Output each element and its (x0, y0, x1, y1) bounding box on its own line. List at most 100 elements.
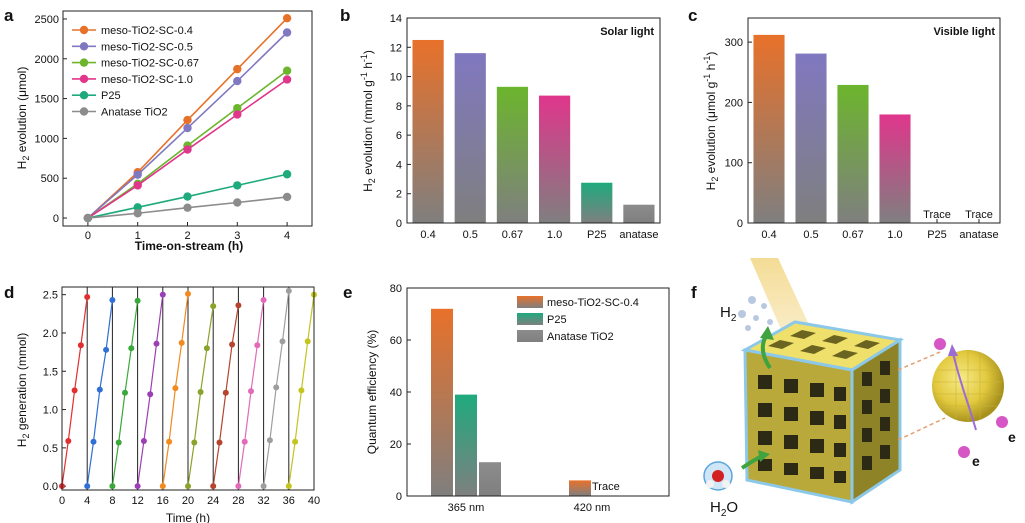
panel-label-e: e (343, 283, 352, 302)
electron-icon (996, 416, 1008, 428)
data-point (65, 437, 72, 444)
x-tick-label: 365 nm (448, 502, 485, 514)
bar (412, 39, 444, 223)
legend-marker (79, 25, 89, 35)
panel-e: e 0 20 40 60 80 365 nm 420 nm meso-TiO2-SC-0.4… (343, 283, 670, 514)
bar (479, 462, 501, 496)
panel-label-b: b (340, 6, 350, 25)
data-point (185, 290, 191, 297)
legend: meso-TiO2-SC-0.4 meso-TiO2-SC-0.5 meso-TiO… (72, 25, 199, 119)
legend-label: Anatase TiO2 (101, 107, 168, 119)
data-point (178, 339, 185, 346)
data-point (282, 66, 292, 75)
data-point (279, 338, 286, 345)
x-tick-label: 3 (234, 230, 240, 242)
data-point (241, 438, 248, 445)
bar (753, 34, 785, 223)
data-point (133, 170, 142, 179)
x-tick-label: 1.0 (887, 229, 902, 241)
data-point (260, 483, 267, 490)
data-point (140, 437, 147, 444)
data-point (282, 192, 292, 202)
legend-label: Anatase TiO2 (547, 331, 614, 343)
bar (538, 95, 571, 223)
h2o-label: H2O (710, 499, 738, 519)
y-tick-label: 2.5 (43, 290, 58, 302)
trace-label: Trace (592, 481, 620, 493)
panel-label-f: f (691, 283, 697, 302)
data-point (71, 387, 78, 394)
y-tick-label: 14 (390, 13, 402, 25)
data-point (96, 386, 103, 393)
bar (569, 480, 591, 496)
x-tick-label: anatase (619, 229, 658, 241)
cycle-line (86, 299, 113, 487)
x-tick-label: 36 (283, 495, 295, 507)
bar (795, 53, 827, 223)
legend-label: P25 (547, 314, 567, 326)
cube-pores (758, 361, 890, 483)
y-tick-label: 500 (41, 173, 59, 185)
data-point (172, 385, 179, 392)
legend-label: meso-TiO2-SC-1.0 (101, 74, 193, 86)
bar (581, 182, 613, 223)
panel-f-schematic: f (691, 258, 1016, 519)
data-point (90, 438, 97, 445)
electron-path (951, 349, 977, 431)
data-point (197, 388, 204, 395)
y-tick-label: 2.0 (43, 328, 58, 340)
x-tick-label: 16 (157, 495, 169, 507)
data-point (133, 181, 142, 190)
x-tick-label: 2 (184, 230, 190, 242)
data-point (216, 439, 223, 446)
x-tick-label: 0.4 (420, 229, 435, 241)
y-tick-label: 1.0 (43, 405, 58, 417)
legend-marker (79, 107, 89, 116)
data-point (133, 203, 142, 212)
data-point (298, 387, 305, 394)
legend-swatch (517, 296, 543, 308)
axes-frame (406, 17, 661, 224)
y-tick-label: 200 (725, 97, 743, 109)
data-point (233, 181, 242, 190)
y-tick-label: 0.5 (43, 443, 58, 455)
axes-frame (406, 287, 670, 497)
data-point (183, 203, 192, 212)
y-tick-label: 100 (725, 158, 743, 170)
arrowhead-icon (758, 450, 770, 462)
panel-a: a 0 1 2 3 4 0 500 1000 1500 2000 2500 meso-TiO2-SC… (4, 6, 313, 253)
zoom-line (897, 351, 941, 371)
legend-label: meso-TiO2-SC-0.4 (101, 25, 193, 37)
y-tick-label: 0 (53, 213, 59, 225)
y-tick-label: 0 (396, 218, 402, 230)
y-tick-label: 2500 (35, 14, 59, 26)
data-point (134, 483, 141, 490)
cycle-line (187, 306, 214, 487)
y-axis-label: H2 evolution (mmol g-1 h-1) (359, 50, 377, 192)
bar (431, 308, 453, 496)
data-point (233, 103, 242, 113)
axes-frame (62, 10, 313, 227)
legend-swatch (517, 330, 543, 342)
data-point (233, 76, 242, 86)
x-tick-label: 0.5 (463, 229, 478, 241)
x-axis-label: Time (h) (166, 511, 210, 523)
data-point (210, 303, 217, 310)
arrowhead-icon (760, 326, 774, 340)
y-tick-label: 1000 (35, 133, 59, 145)
axes-frame (747, 17, 1001, 224)
legend-label: P25 (101, 90, 121, 102)
data-point (203, 345, 210, 352)
h2-bubbles (738, 296, 773, 331)
data-point (159, 483, 166, 490)
data-point (109, 297, 116, 304)
data-point (260, 297, 267, 304)
y-tick-label: 60 (390, 335, 402, 347)
chart-annotation: Visible light (933, 26, 995, 38)
data-point (153, 340, 160, 347)
y-tick-label: 2000 (35, 54, 59, 66)
data-point (233, 198, 242, 207)
trace-label: Trace (923, 209, 951, 221)
data-point (304, 338, 311, 345)
